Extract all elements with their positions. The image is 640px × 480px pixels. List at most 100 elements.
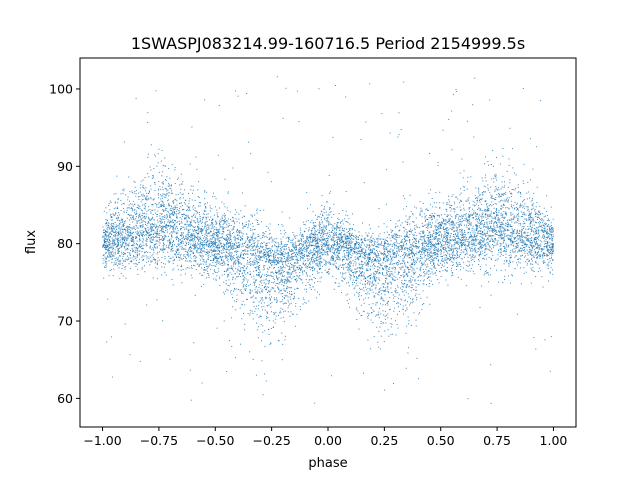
data-point: [473, 230, 475, 232]
data-point: [170, 250, 172, 252]
data-point: [397, 306, 399, 308]
data-point: [145, 230, 147, 232]
data-point: [113, 235, 115, 236]
data-point: [412, 213, 414, 214]
data-point: [510, 262, 511, 263]
data-point: [114, 230, 116, 232]
data-point: [493, 241, 495, 243]
data-point: [481, 244, 483, 246]
data-point: [543, 225, 545, 227]
data-point: [328, 214, 330, 216]
data-point: [228, 229, 230, 231]
data-point: [549, 370, 551, 372]
data-point: [180, 253, 182, 255]
data-point: [118, 263, 120, 265]
data-point: [326, 218, 328, 219]
data-point: [218, 270, 220, 272]
data-point: [114, 258, 116, 260]
data-point: [194, 247, 196, 249]
data-point: [460, 258, 462, 260]
data-point: [362, 251, 364, 253]
data-point: [340, 225, 342, 227]
data-point: [309, 287, 311, 289]
data-point: [354, 236, 356, 238]
data-point: [175, 255, 177, 257]
data-point: [307, 255, 309, 257]
data-point: [466, 226, 468, 228]
data-point: [451, 205, 453, 207]
data-point: [177, 269, 179, 271]
data-point: [262, 236, 263, 238]
data-point: [154, 243, 156, 245]
data-point: [520, 222, 522, 224]
data-point: [158, 202, 160, 203]
data-point: [136, 255, 138, 256]
data-point: [182, 208, 184, 210]
data-point: [436, 225, 438, 227]
data-point: [111, 224, 113, 226]
data-point: [225, 239, 227, 241]
data-point: [537, 263, 539, 265]
data-point: [245, 278, 247, 280]
data-point: [349, 233, 351, 235]
data-point: [265, 244, 267, 246]
data-point: [229, 255, 231, 257]
data-point: [265, 278, 267, 280]
data-point: [139, 237, 141, 239]
data-point: [498, 218, 500, 220]
data-point: [434, 238, 436, 239]
data-point: [351, 250, 353, 252]
data-point: [136, 213, 138, 215]
data-point: [432, 273, 434, 275]
data-point: [504, 247, 506, 249]
data-point: [113, 226, 115, 228]
data-point: [368, 257, 369, 259]
data-point: [508, 239, 509, 240]
data-point: [205, 210, 207, 212]
data-point: [249, 289, 251, 291]
data-point: [140, 184, 142, 186]
data-point: [270, 248, 272, 250]
data-point: [176, 210, 178, 212]
data-point: [504, 199, 506, 201]
data-point: [414, 262, 416, 263]
data-point: [230, 243, 232, 245]
data-point: [293, 242, 295, 244]
data-point: [124, 241, 126, 243]
data-point: [495, 215, 497, 217]
data-point: [528, 250, 530, 252]
data-point: [223, 231, 225, 233]
data-point: [196, 263, 198, 265]
data-point: [190, 250, 192, 252]
data-point: [347, 302, 349, 304]
data-point: [318, 272, 320, 274]
data-point: [447, 216, 448, 218]
data-point: [506, 246, 508, 248]
data-point: [468, 218, 470, 220]
data-point: [551, 231, 553, 233]
data-point: [260, 237, 262, 239]
data-point: [241, 303, 243, 305]
data-point: [439, 240, 441, 242]
data-point: [207, 273, 209, 274]
data-point: [145, 255, 147, 257]
data-point: [277, 247, 279, 249]
data-point: [281, 289, 282, 291]
data-point: [321, 247, 323, 249]
data-point: [333, 203, 335, 205]
data-point: [422, 249, 424, 250]
data-point: [492, 232, 494, 234]
data-point: [383, 274, 385, 276]
data-point: [112, 213, 114, 215]
data-point: [230, 240, 232, 242]
data-point: [142, 236, 144, 238]
data-point: [143, 196, 145, 198]
data-point: [463, 170, 465, 172]
data-point: [324, 260, 326, 262]
data-point: [389, 266, 391, 268]
data-point: [446, 214, 448, 216]
data-point: [410, 228, 411, 230]
data-point: [325, 254, 327, 256]
data-point: [166, 246, 168, 248]
data-point: [522, 88, 524, 89]
